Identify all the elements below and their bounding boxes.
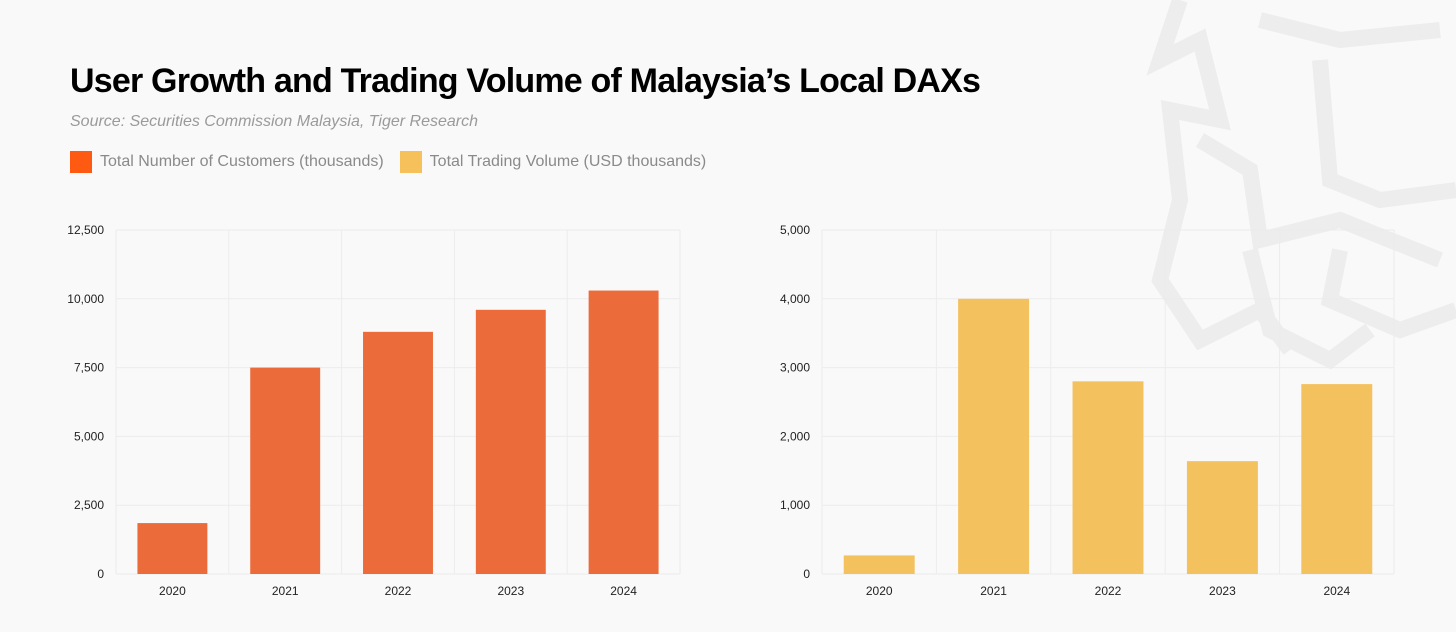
x-tick-label: 2022 xyxy=(1095,584,1122,598)
y-tick-label: 1,000 xyxy=(780,498,810,512)
y-tick-label: 10,000 xyxy=(67,292,104,306)
y-tick-label: 2,000 xyxy=(780,429,810,443)
chart-1: 0 2,500 5,000 7,500 10,000 12,500 2020 2021 2022… xyxy=(67,223,681,598)
legend-swatch-customers xyxy=(70,151,92,173)
legend-item-customers: Total Number of Customers (thousands) xyxy=(70,151,384,173)
chart-subtitle: Source: Securities Commission Malaysia, … xyxy=(70,113,478,130)
chart-2: 0 1,000 2,000 3,000 4,000 5,000 2020 2021 2022 20… xyxy=(780,223,1395,598)
bar-2023 xyxy=(475,309,546,574)
y-tick-label: 0 xyxy=(803,567,810,581)
y-tick-label: 7,500 xyxy=(74,361,104,375)
bar-2024 xyxy=(588,290,659,574)
y-tick-label: 3,000 xyxy=(780,361,810,375)
legend-item-trading-volume: Total Trading Volume (USD thousands) xyxy=(399,151,707,173)
y-tick-label: 0 xyxy=(97,567,104,581)
legend-label-customers: Total Number of Customers (thousands) xyxy=(100,153,384,170)
bar-2022 xyxy=(1072,381,1144,574)
x-tick-label: 2020 xyxy=(866,584,893,598)
x-tick-label: 2020 xyxy=(159,584,186,598)
bar-2023 xyxy=(1186,461,1258,574)
bar-2021 xyxy=(250,367,321,574)
y-tick-label: 4,000 xyxy=(780,292,810,306)
bar-2022 xyxy=(363,331,433,574)
x-tick-label: 2022 xyxy=(385,584,412,598)
x-tick-label: 2021 xyxy=(272,584,299,598)
y-tick-label: 12,500 xyxy=(67,223,104,237)
y-tick-label: 5,000 xyxy=(74,429,104,443)
bar-2020 xyxy=(843,555,915,574)
legend-label-trading-volume: Total Trading Volume (USD thousands) xyxy=(429,153,707,170)
y-tick-label: 5,000 xyxy=(780,223,810,237)
bar-2021 xyxy=(958,298,1030,574)
y-tick-label: 2,500 xyxy=(74,498,104,512)
x-tick-label: 2023 xyxy=(1209,584,1236,598)
bar-2020 xyxy=(137,523,208,574)
chart-title: User Growth and Trading Volume of Malays… xyxy=(70,62,981,100)
x-tick-label: 2024 xyxy=(610,584,637,598)
x-tick-label: 2023 xyxy=(497,584,524,598)
legend-swatch-trading-volume xyxy=(399,151,422,173)
tiger-logo-icon xyxy=(1146,0,1456,370)
x-tick-label: 2024 xyxy=(1323,584,1350,598)
bar-2024 xyxy=(1301,384,1373,574)
x-tick-label: 2021 xyxy=(980,584,1007,598)
legend: Total Number of Customers (thousands) To… xyxy=(70,151,722,173)
